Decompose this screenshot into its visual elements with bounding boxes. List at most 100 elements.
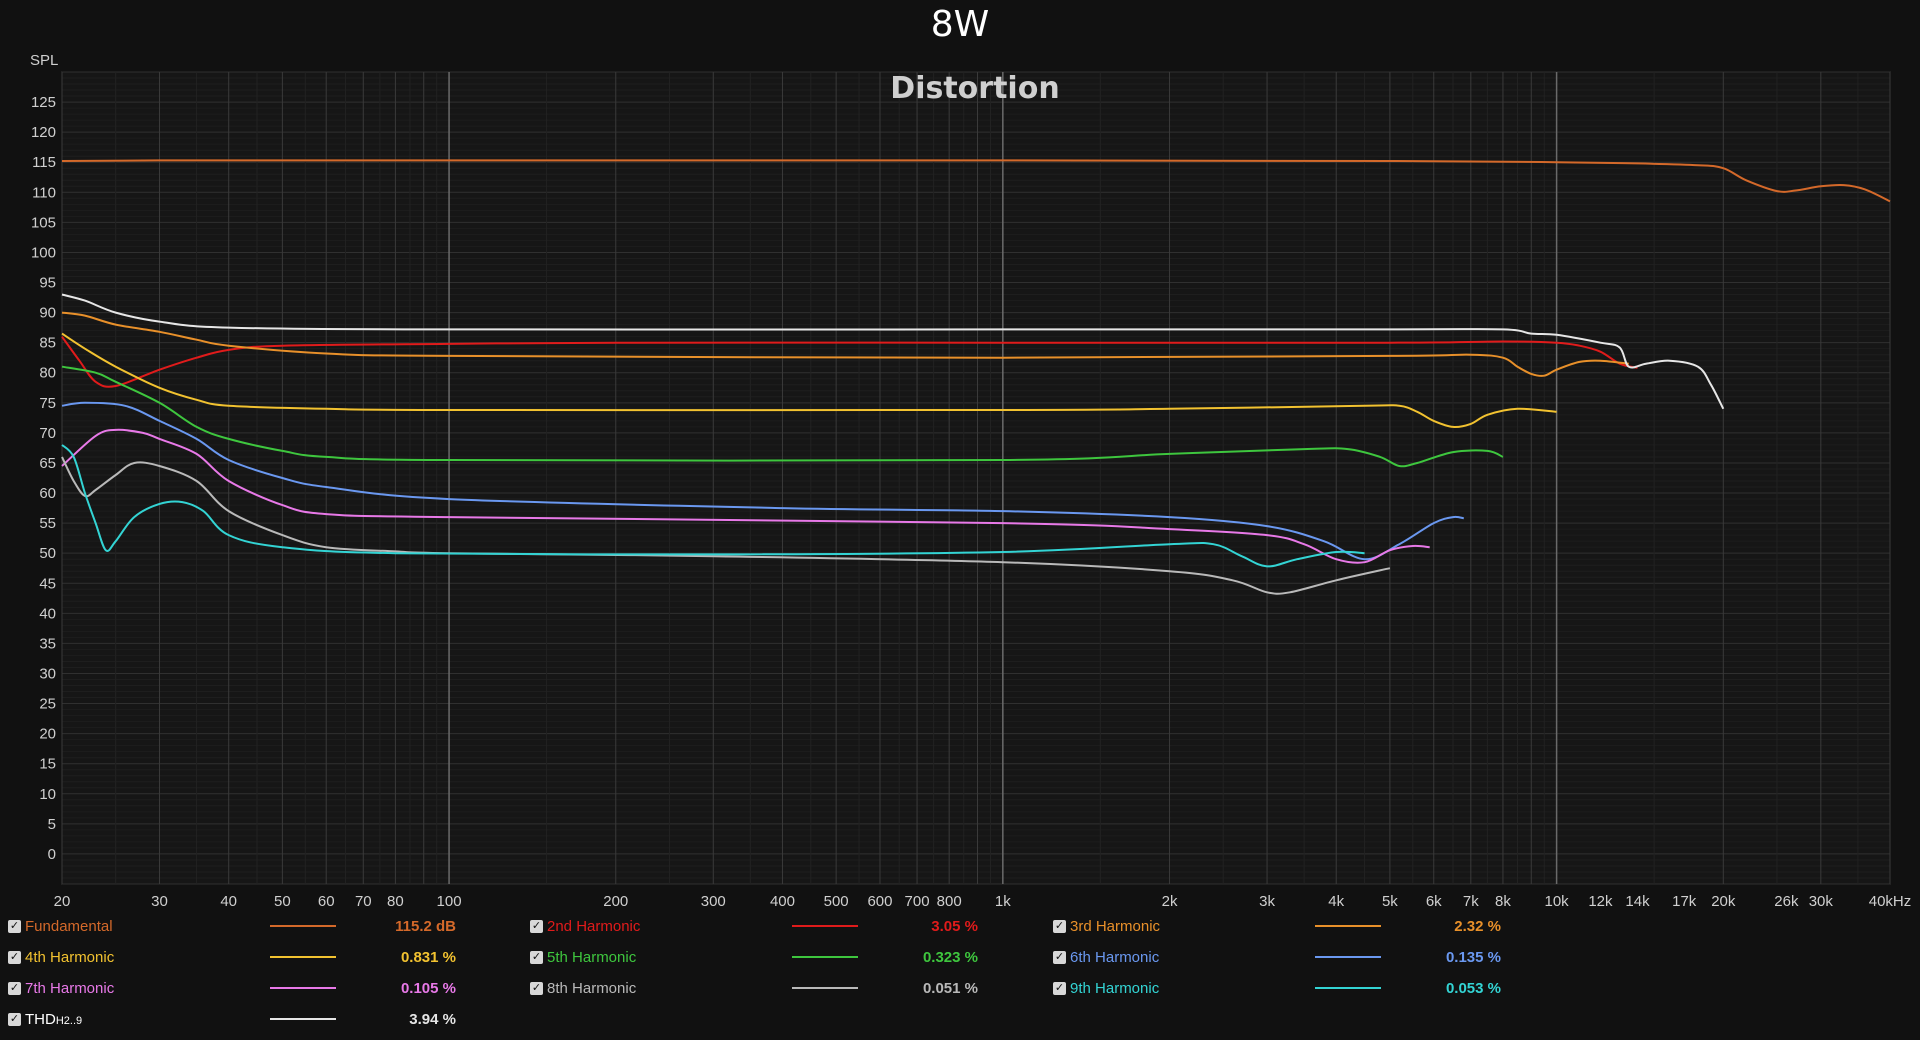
legend-item-5th-harmonic: ✓ 5th Harmonic 0.323 %: [530, 945, 978, 969]
legend-name-4th-harmonic: 4th Harmonic: [25, 948, 115, 966]
y-tick-label: 50: [39, 545, 56, 562]
legend-value-fundamental: 115.2 dB: [395, 917, 456, 935]
legend-name-2nd-harmonic: 2nd Harmonic: [547, 917, 641, 935]
x-tick-label: 6k: [1426, 893, 1442, 910]
legend-value-4th-harmonic: 0.831 %: [400, 948, 456, 966]
axes: 0 5 10 15 20 25 30 35 40 45 50 55 60 65 70 75 80 85 90 95 10…: [30, 52, 1911, 910]
x-tick-label: 10k: [1545, 893, 1570, 910]
y-tick-label: 60: [39, 485, 56, 502]
y-tick-label: 110: [32, 184, 56, 201]
x-tick-label: 40kHz: [1869, 893, 1912, 910]
legend-value-8th-harmonic: 0.051 %: [922, 979, 978, 997]
y-tick-label: 105: [31, 214, 56, 231]
checkbox-3rd-harmonic[interactable]: ✓: [1053, 919, 1066, 933]
x-tick-label: 70: [355, 893, 372, 910]
checkbox-5th-harmonic[interactable]: ✓: [530, 950, 543, 964]
legend-value-2nd-harmonic: 3.05 %: [931, 917, 978, 935]
legend-name-thd: THDH2..9: [25, 1010, 83, 1028]
x-tick-label: 4k: [1328, 893, 1344, 910]
x-tick-label: 50: [274, 893, 291, 910]
checkbox-4th-harmonic[interactable]: ✓: [8, 950, 21, 964]
legend-item-6th-harmonic: ✓ 6th Harmonic 0.135 %: [1053, 945, 1501, 969]
x-tick-label: 20: [54, 893, 71, 910]
x-tick-label: 200: [603, 893, 628, 910]
y-axis-label: SPL: [30, 52, 58, 69]
x-tick-label: 2k: [1162, 893, 1178, 910]
series-line-2nd-harmonic: [61, 336, 1638, 388]
x-tick-label: 500: [824, 893, 849, 910]
x-tick-label: 800: [937, 893, 962, 910]
checkbox-2nd-harmonic[interactable]: ✓: [530, 919, 543, 933]
checkbox-thd[interactable]: ✓: [8, 1012, 21, 1026]
legend-swatch-6th-harmonic: [1315, 956, 1381, 958]
x-tick-label: 40: [220, 893, 237, 910]
legend-swatch-fundamental: [270, 925, 336, 927]
x-tick-label: 30k: [1809, 893, 1834, 910]
legend-name-9th-harmonic: 9th Harmonic: [1070, 979, 1160, 997]
y-tick-label: 80: [39, 365, 56, 382]
y-tick-label: 15: [39, 756, 56, 773]
plot-area: [61, 71, 1891, 885]
legend: ✓ Fundamental 115.2 dB ✓ 2nd Harmonic 3.05 % ✓…: [0, 912, 1920, 1040]
chart-title: Distortion: [890, 71, 1059, 106]
y-tick-label: 20: [39, 726, 56, 743]
checkbox-8th-harmonic[interactable]: ✓: [530, 981, 543, 995]
checkbox-7th-harmonic[interactable]: ✓: [8, 981, 21, 995]
checkbox-9th-harmonic[interactable]: ✓: [1053, 981, 1066, 995]
legend-swatch-3rd-harmonic: [1315, 925, 1381, 927]
y-tick-label: 95: [39, 275, 56, 292]
series-line-fundamental: [61, 159, 1891, 203]
x-tick-label: 300: [701, 893, 726, 910]
y-tick-label: 35: [39, 635, 56, 652]
y-tick-label: 0: [48, 846, 56, 863]
series-line-8th-harmonic: [61, 456, 1391, 595]
y-tick-label: 85: [39, 335, 56, 352]
series-line-4th-harmonic: [61, 332, 1557, 428]
legend-value-5th-harmonic: 0.323 %: [922, 948, 978, 966]
y-tick-label: 70: [39, 425, 56, 442]
x-tick-label: 14k: [1625, 893, 1650, 910]
legend-name-3rd-harmonic: 3rd Harmonic: [1070, 917, 1161, 935]
x-tick-label: 80: [387, 893, 404, 910]
y-tick-label: 40: [39, 605, 56, 622]
y-tick-label: 45: [39, 575, 56, 592]
legend-item-4th-harmonic: ✓ 4th Harmonic 0.831 %: [8, 945, 456, 969]
x-tick-label: 1k: [995, 893, 1011, 910]
legend-swatch-thd: [270, 1018, 336, 1020]
series-line-3rd-harmonic: [61, 311, 1629, 377]
y-tick-label: 115: [32, 154, 56, 171]
legend-value-7th-harmonic: 0.105 %: [400, 979, 456, 997]
x-tick-label: 17k: [1672, 893, 1697, 910]
legend-name-fundamental: Fundamental: [25, 917, 113, 935]
legend-item-2nd-harmonic: ✓ 2nd Harmonic 3.05 %: [530, 914, 978, 938]
y-tick-label: 10: [39, 786, 56, 803]
legend-item-9th-harmonic: ✓ 9th Harmonic 0.053 %: [1053, 976, 1501, 1000]
checkbox-fundamental[interactable]: ✓: [8, 919, 21, 933]
x-tick-label: 60: [318, 893, 335, 910]
x-tick-label: 20k: [1711, 893, 1736, 910]
legend-name-8th-harmonic: 8th Harmonic: [547, 979, 637, 997]
series-line-thd: [61, 293, 1725, 410]
legend-name-7th-harmonic: 7th Harmonic: [25, 979, 115, 997]
legend-swatch-9th-harmonic: [1315, 987, 1381, 989]
series-line-7th-harmonic: [61, 428, 1430, 564]
grid: [61, 71, 1891, 885]
x-tick-label: 400: [770, 893, 795, 910]
series-line-9th-harmonic: [61, 444, 1365, 568]
legend-value-9th-harmonic: 0.053 %: [1445, 979, 1501, 997]
x-tick-label: 26k: [1774, 893, 1799, 910]
legend-value-thd: 3.94 %: [409, 1010, 456, 1028]
x-tick-label: 30: [151, 893, 168, 910]
x-tick-label: 8k: [1495, 893, 1511, 910]
y-tick-label: 125: [31, 94, 56, 111]
x-tick-label: 3k: [1259, 893, 1275, 910]
checkbox-6th-harmonic[interactable]: ✓: [1053, 950, 1066, 964]
x-tick-label: 700: [905, 893, 930, 910]
distortion-chart: 0 5 10 15 20 25 30 35 40 45 50 55 60 65 70 75 80 85 90 95 10…: [30, 52, 1911, 910]
legend-item-7th-harmonic: ✓ 7th Harmonic 0.105 %: [8, 976, 456, 1000]
series-layer: [61, 159, 1891, 595]
legend-name-6th-harmonic: 6th Harmonic: [1070, 948, 1160, 966]
legend-item-8th-harmonic: ✓ 8th Harmonic 0.051 %: [530, 976, 978, 1000]
x-tick-label: 5k: [1382, 893, 1398, 910]
y-tick-label: 90: [39, 305, 56, 322]
